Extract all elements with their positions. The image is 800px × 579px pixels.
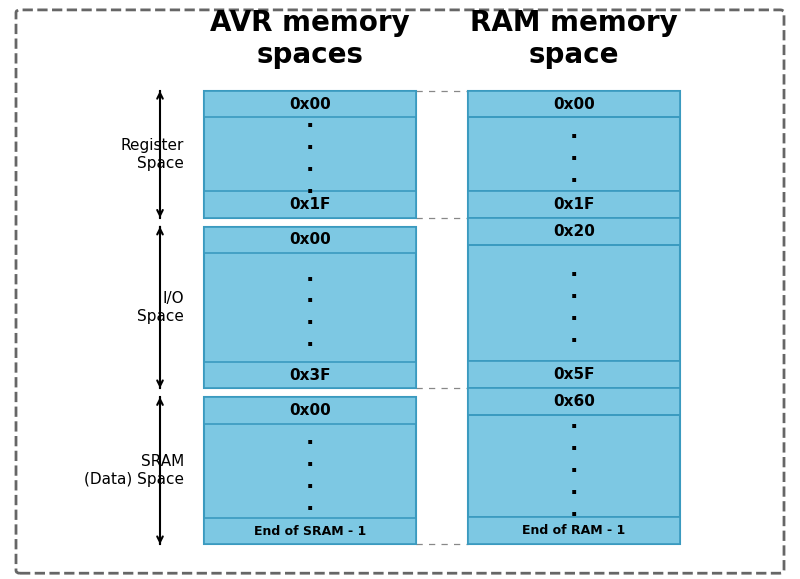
- Text: .: .: [570, 304, 578, 324]
- Text: SRAM
(Data) Space: SRAM (Data) Space: [84, 455, 184, 487]
- Text: .: .: [306, 450, 314, 470]
- Text: .: .: [306, 133, 314, 153]
- Bar: [204, 518, 416, 544]
- Text: 0x20: 0x20: [553, 224, 595, 239]
- Text: 0x1F: 0x1F: [290, 197, 330, 212]
- Text: 0x00: 0x00: [289, 232, 331, 247]
- Bar: [204, 91, 416, 218]
- Text: 0x00: 0x00: [553, 97, 595, 112]
- Bar: [204, 191, 416, 218]
- Text: 0x1F: 0x1F: [554, 197, 594, 212]
- Text: .: .: [306, 177, 314, 197]
- Bar: [468, 91, 680, 544]
- Text: .: .: [570, 144, 578, 164]
- Text: .: .: [306, 287, 314, 306]
- Bar: [204, 226, 416, 389]
- Text: .: .: [570, 478, 578, 499]
- Text: .: .: [306, 494, 314, 514]
- Text: .: .: [306, 155, 314, 175]
- Text: .: .: [570, 282, 578, 302]
- Text: .: .: [306, 265, 314, 284]
- Text: .: .: [570, 434, 578, 455]
- Text: .: .: [306, 472, 314, 492]
- Text: .: .: [306, 428, 314, 448]
- Bar: [204, 397, 416, 424]
- Bar: [204, 91, 416, 118]
- Bar: [468, 218, 680, 245]
- Text: .: .: [570, 166, 578, 186]
- FancyBboxPatch shape: [16, 10, 784, 573]
- Text: 0x60: 0x60: [553, 394, 595, 409]
- Text: .: .: [306, 111, 314, 131]
- Text: .: .: [570, 260, 578, 280]
- Text: 0x3F: 0x3F: [290, 368, 330, 383]
- Bar: [468, 517, 680, 544]
- Text: .: .: [570, 122, 578, 142]
- Bar: [204, 226, 416, 253]
- Text: .: .: [570, 500, 578, 521]
- Text: .: .: [570, 456, 578, 477]
- Bar: [468, 91, 680, 118]
- Bar: [468, 190, 680, 218]
- Bar: [468, 361, 680, 389]
- Text: RAM memory
space: RAM memory space: [470, 9, 678, 69]
- Text: .: .: [306, 309, 314, 328]
- Text: 0x00: 0x00: [289, 403, 331, 418]
- Bar: [204, 362, 416, 389]
- Text: End of RAM - 1: End of RAM - 1: [522, 524, 626, 537]
- Text: Register
Space: Register Space: [121, 138, 184, 171]
- Text: .: .: [570, 326, 578, 346]
- Text: 0x5F: 0x5F: [554, 367, 594, 382]
- Text: End of SRAM - 1: End of SRAM - 1: [254, 525, 366, 537]
- Text: .: .: [570, 412, 578, 433]
- Text: I/O
Space: I/O Space: [137, 291, 184, 324]
- Bar: [468, 389, 680, 416]
- Text: 0x00: 0x00: [289, 97, 331, 112]
- Text: .: .: [306, 331, 314, 350]
- Text: AVR memory
spaces: AVR memory spaces: [210, 9, 410, 69]
- Bar: [204, 397, 416, 544]
